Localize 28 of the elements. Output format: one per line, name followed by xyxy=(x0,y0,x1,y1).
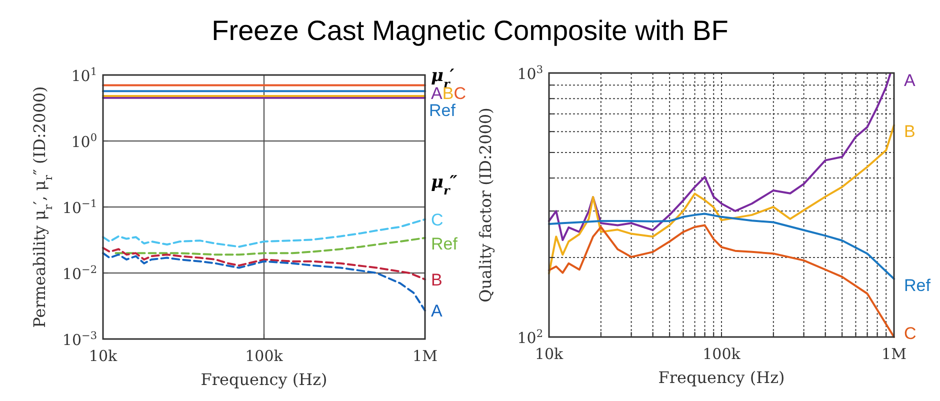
y-tick-label: 10$^{0}$ xyxy=(71,132,97,151)
x-tick-label: 1M xyxy=(412,347,438,365)
y-axis-title: Quality factor (ID:2000) xyxy=(476,108,495,302)
y-tick-label: 10$^{3}$ xyxy=(517,64,543,83)
x-tick-label: 100k xyxy=(245,347,284,365)
x-tick-label: 10k xyxy=(534,345,564,363)
x-axis-title: Frequency (Hz) xyxy=(200,370,328,389)
chart-title: Freeze Cast Magnetic Composite with BF xyxy=(212,15,728,46)
y-tick-label: 10$^{−3}$ xyxy=(62,330,97,349)
series-label: C xyxy=(904,324,916,343)
series-label: C xyxy=(431,210,444,230)
text: μ$_{r}$″ xyxy=(431,172,458,198)
x-tick-label: 10k xyxy=(88,347,118,365)
series-label: C xyxy=(454,84,466,103)
series-label: Ref xyxy=(431,234,458,254)
x-tick-label: 1M xyxy=(882,345,906,363)
series-label: B xyxy=(431,270,442,290)
series-label: Ref xyxy=(429,101,456,120)
y-tick-label: 10$^{−1}$ xyxy=(62,198,97,217)
series-label: B xyxy=(904,122,916,142)
series-label: A xyxy=(431,302,443,321)
series-label: A xyxy=(904,71,916,90)
x-tick-label: 100k xyxy=(702,345,742,363)
y-tick-label: 10$^{2}$ xyxy=(517,328,543,347)
y-tick-label: 10$^{−2}$ xyxy=(62,264,97,283)
x-axis-title: Frequency (Hz) xyxy=(658,368,785,387)
series-label: Ref xyxy=(904,276,931,295)
y-tick-label: 10$^{1}$ xyxy=(71,66,97,85)
